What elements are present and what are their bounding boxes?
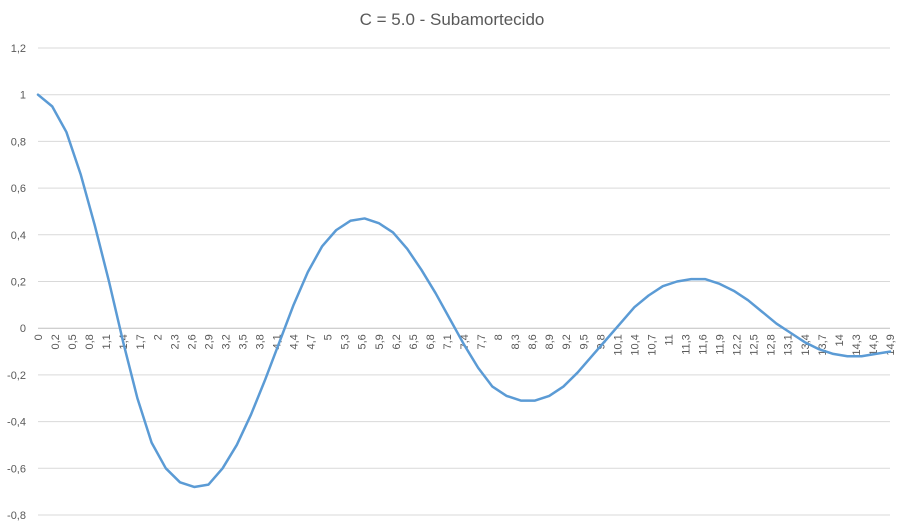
series-line (36, 93, 892, 489)
x-tick-label: 5,9 (374, 334, 386, 349)
x-tick-label: 2,6 (186, 334, 198, 349)
x-tick-label: 14,3 (851, 334, 863, 355)
x-tick-label: 9,8 (595, 334, 607, 349)
x-tick-label: 6,5 (408, 334, 420, 349)
x-tick-label: 10,7 (646, 334, 658, 355)
chart-title: C = 5.0 - Subamortecido (359, 10, 545, 29)
x-tick-label: 10,4 (629, 334, 641, 355)
x-tick-label: 1,7 (135, 334, 147, 349)
x-tick-label: 12,2 (732, 334, 744, 355)
x-tick-label: 6,8 (425, 334, 437, 349)
x-tick-label: 3,5 (237, 334, 249, 349)
x-tick-label: 2 (152, 334, 164, 340)
x-tick-label: 0,5 (67, 334, 79, 349)
x-tick-label: 10,1 (612, 334, 624, 355)
y-tick-label: -0,8 (7, 510, 26, 522)
x-tick-label: 14 (834, 334, 846, 346)
x-tick-label: 6,2 (391, 334, 403, 349)
x-tick-label: 12,5 (749, 334, 761, 355)
x-tick-label: 5 (323, 334, 335, 340)
x-tick-label: 7,4 (459, 334, 471, 349)
x-tick-label: 11 (663, 334, 675, 345)
y-tick-label: 0,6 (11, 183, 26, 195)
x-tick-label: 3,2 (220, 334, 232, 349)
x-tick-label: 1,1 (101, 334, 113, 349)
x-tick-label: 7,7 (476, 334, 488, 349)
x-tick-label: 4,4 (289, 334, 301, 349)
x-tick-label: 0 (33, 334, 45, 340)
y-tick-label: 0,4 (11, 230, 26, 242)
x-tick-label: 8,3 (510, 334, 522, 349)
x-tick-label: 9,5 (578, 334, 590, 349)
y-tick-label: -0,4 (7, 417, 26, 429)
y-tick-label: 1,2 (11, 43, 26, 55)
x-tick-label: 13,1 (783, 334, 795, 355)
x-tick-label: 3,8 (255, 334, 267, 349)
y-tick-label: 1 (20, 90, 26, 102)
x-tick-label: 9,2 (561, 334, 573, 349)
x-tick-label: 2,3 (169, 334, 181, 349)
x-tick-label: 0,8 (84, 334, 96, 349)
x-tick-label: 14,6 (868, 334, 880, 355)
y-tick-label: 0,2 (11, 277, 26, 289)
y-tick-label: 0,8 (11, 136, 26, 148)
x-tick-label: 8,6 (527, 334, 539, 349)
x-tick-label: 2,9 (203, 334, 215, 349)
x-tick-label: 11,6 (698, 334, 710, 355)
y-tick-label: 0 (20, 323, 26, 335)
x-tick-label: 0,2 (50, 334, 62, 349)
x-tick-label: 8 (493, 334, 505, 340)
x-tick-label: 11,3 (681, 334, 693, 355)
x-tick-label: 7,1 (442, 334, 454, 349)
x-tick-label: 4,7 (306, 334, 318, 349)
y-tick-label: -0,6 (7, 463, 26, 475)
x-tick-label: 11,9 (715, 334, 727, 355)
x-tick-label: 12,8 (766, 334, 778, 355)
x-tick-label: 5,6 (357, 334, 369, 349)
x-tick-label: 5,3 (340, 334, 352, 349)
x-tick-label: 14,9 (885, 334, 897, 355)
x-tick-label: 8,9 (544, 334, 556, 349)
y-tick-label: -0,2 (7, 370, 26, 382)
